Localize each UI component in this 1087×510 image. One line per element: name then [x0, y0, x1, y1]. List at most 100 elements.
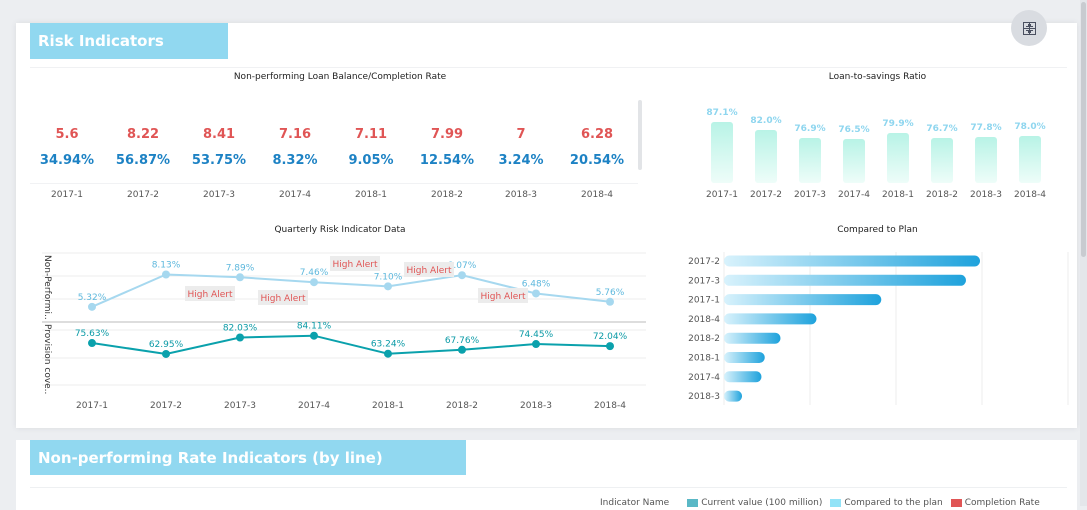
- page-scrollbar[interactable]: [1080, 0, 1087, 506]
- alert-box: [185, 286, 235, 301]
- period-label: 2017-1: [51, 190, 83, 200]
- point-label: 6.48%: [522, 279, 551, 289]
- point-label: 5.32%: [78, 293, 107, 303]
- npl-table-title: Non-performing Loan Balance/Completion R…: [233, 72, 447, 82]
- bar[interactable]: [724, 332, 781, 344]
- legend-label: Current value (100 million): [701, 498, 823, 508]
- x-tick-label: 2017-2: [150, 401, 182, 411]
- y-tick-label: 2018-1: [688, 354, 720, 364]
- x-tick-label: 2018-4: [1014, 190, 1046, 200]
- legend-label: Completion Rate: [964, 498, 1040, 508]
- bar-label: 79.9%: [882, 119, 914, 130]
- bar[interactable]: [711, 121, 733, 183]
- bar[interactable]: [724, 390, 742, 402]
- period-label: 2017-2: [127, 190, 159, 200]
- data-point[interactable]: [458, 271, 466, 280]
- legend-swatch: [830, 498, 842, 507]
- bar[interactable]: [724, 371, 762, 383]
- y-tick-label: 2017-2: [688, 257, 720, 267]
- x-tick-label: 2017-4: [298, 401, 330, 411]
- x-tick-label: 2018-3: [520, 401, 552, 411]
- bar-label: 78.0%: [1014, 122, 1046, 133]
- legend-item-plan[interactable]: Compared to the plan: [830, 498, 943, 508]
- plan-chart-title: Compared to Plan: [837, 225, 918, 235]
- data-point[interactable]: [384, 282, 392, 291]
- npl-balance: 7: [516, 127, 526, 142]
- data-point[interactable]: [310, 331, 318, 340]
- point-label: 67.76%: [445, 336, 480, 346]
- legend-label: Compared to the plan: [844, 498, 943, 508]
- npl-balance: 8.22: [126, 127, 160, 142]
- quarterly-chart-title: Quarterly Risk Indicator Data: [274, 225, 406, 235]
- data-point[interactable]: [310, 278, 318, 287]
- x-tick-label: 2017-1: [706, 190, 738, 200]
- data-point[interactable]: [532, 289, 540, 298]
- point-label: 72.04%: [593, 332, 628, 342]
- bar[interactable]: [724, 352, 765, 363]
- data-point[interactable]: [532, 340, 540, 349]
- point-label: 75.63%: [75, 329, 110, 339]
- npl-balance: 8.41: [202, 127, 236, 142]
- bar[interactable]: [975, 136, 997, 183]
- series-line: [91, 334, 611, 355]
- npl-completion-rate: 53.75%: [191, 153, 247, 168]
- table-scrollbar[interactable]: [638, 100, 642, 170]
- alert-box: [404, 262, 454, 277]
- alert-box: [478, 288, 528, 303]
- x-tick-label: 2017-2: [750, 190, 782, 200]
- bar[interactable]: [724, 274, 966, 286]
- point-label: 8.13%: [152, 261, 181, 271]
- data-point[interactable]: [606, 342, 614, 351]
- bar[interactable]: [724, 255, 980, 267]
- risk-indicators-card: [16, 23, 1077, 428]
- y-tick-label: 2017-4: [688, 373, 720, 383]
- alert-box: [330, 256, 380, 271]
- npl-completion-rate: 12.54%: [419, 153, 475, 168]
- bar[interactable]: [887, 133, 909, 183]
- y-tick-label: 2018-3: [688, 392, 720, 402]
- y-tick-label: 2018-2: [688, 334, 720, 344]
- y-tick-label: 2017-1: [688, 296, 720, 306]
- bar[interactable]: [1019, 136, 1041, 183]
- point-label: 82.03%: [223, 323, 258, 333]
- exit-fullscreen-button[interactable]: [1011, 10, 1047, 46]
- data-point[interactable]: [236, 273, 244, 282]
- point-label: 7.46%: [300, 268, 329, 278]
- y-tick-label: 2018-4: [688, 315, 720, 325]
- point-label: 84.11%: [297, 322, 332, 332]
- point-label: 8.07%: [448, 261, 477, 271]
- x-tick-label: 2018-1: [372, 401, 404, 411]
- legend-title: Indicator Name: [600, 498, 670, 508]
- y-tick-label: 2017-3: [688, 276, 720, 286]
- data-point[interactable]: [162, 270, 170, 279]
- divider: [30, 487, 1067, 488]
- bar[interactable]: [799, 137, 821, 183]
- legend-item-completion[interactable]: Completion Rate: [950, 498, 1040, 508]
- scrollbar-thumb[interactable]: [1081, 2, 1086, 257]
- alert-box: [258, 290, 308, 305]
- alert-label: High Alert: [407, 266, 452, 276]
- bar[interactable]: [724, 313, 817, 325]
- x-tick-label: 2017-1: [76, 401, 108, 411]
- npl-completion-rate: 34.94%: [39, 153, 95, 168]
- data-point[interactable]: [384, 349, 392, 358]
- point-label: 7.10%: [374, 272, 403, 282]
- bar[interactable]: [724, 294, 882, 306]
- data-point[interactable]: [88, 339, 96, 348]
- data-point[interactable]: [88, 302, 96, 311]
- bar-label: 76.5%: [838, 124, 870, 135]
- x-tick-label: 2017-3: [224, 401, 256, 411]
- data-point[interactable]: [606, 297, 614, 306]
- bar-label: 76.7%: [926, 124, 958, 135]
- npl-completion-rate: 9.05%: [348, 153, 394, 168]
- data-point[interactable]: [458, 345, 466, 354]
- period-label: 2018-2: [431, 190, 463, 200]
- x-tick-label: 2018-4: [594, 401, 626, 411]
- data-point[interactable]: [162, 349, 170, 358]
- bar[interactable]: [843, 138, 865, 183]
- bar[interactable]: [755, 129, 777, 183]
- legend-item-current[interactable]: Current value (100 million): [687, 498, 822, 508]
- bar[interactable]: [931, 138, 953, 183]
- point-label: 7.89%: [226, 263, 255, 273]
- data-point[interactable]: [236, 333, 244, 342]
